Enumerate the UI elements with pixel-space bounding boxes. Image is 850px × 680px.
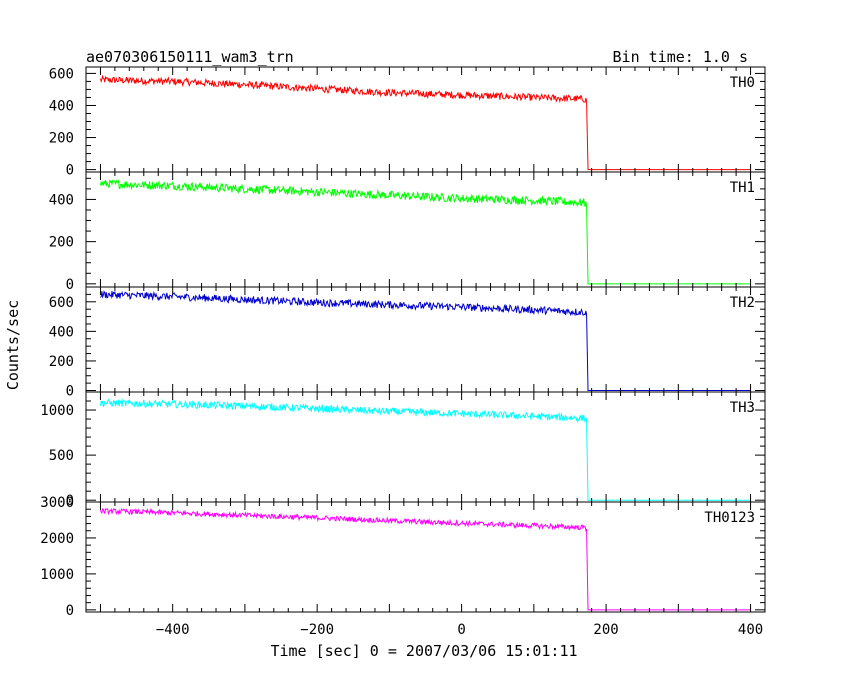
chart-title: ae070306150111_wam3_trn: [86, 48, 294, 66]
panel-th2: 0 200 400 600 TH2: [49, 286, 766, 400]
y-tick-label: 500: [49, 448, 74, 464]
series-line-th1: [99, 179, 751, 285]
y-tick-label: 0: [66, 277, 74, 293]
y-tick-label: 600: [49, 295, 74, 311]
series-line-th0123: [99, 507, 751, 611]
panel-frame: [85, 501, 766, 613]
panel-th3: 0 500 1000 TH3: [40, 391, 766, 509]
y-tick-label: 600: [49, 66, 74, 82]
y-tick-label: 1000: [40, 567, 74, 583]
y-tick-label: 2000: [40, 531, 74, 547]
panel-frame: [85, 66, 766, 173]
series-line-th3: [99, 398, 751, 501]
series-label-th0: TH0: [730, 75, 755, 91]
x-tick-label: 200: [593, 622, 618, 638]
y-tick-label: 0: [66, 163, 74, 179]
y-tick-label: 3000: [40, 495, 74, 511]
bin-time-label: Bin time: 1.0 s: [613, 48, 748, 66]
panel-frame: [85, 391, 766, 503]
y-tick-label: 200: [49, 131, 74, 147]
series-label-th0123: TH0123: [704, 510, 755, 526]
y-tick-label: 0: [66, 384, 74, 400]
panel-th1: 0 200 400 TH1: [49, 171, 766, 293]
series-label-th1: TH1: [730, 180, 755, 196]
y-axis-label: Counts/sec: [4, 300, 22, 390]
series-label-th2: TH2: [730, 295, 755, 311]
series-line-th0: [99, 74, 751, 171]
series-line-th2: [100, 290, 751, 392]
series-label-th3: TH3: [730, 400, 755, 416]
y-tick-label: 400: [49, 98, 74, 114]
x-tick-label: 400: [738, 622, 763, 638]
y-tick-label: 0: [66, 603, 74, 619]
y-tick-label: 400: [49, 192, 74, 208]
y-tick-label: 200: [49, 354, 74, 370]
panel-th0: 0 200 400 600 TH0: [49, 66, 766, 179]
y-tick-label: 1000: [40, 403, 74, 419]
x-tick-label: −200: [300, 622, 334, 638]
x-tick-label: −400: [156, 622, 190, 638]
y-tick-label: 400: [49, 324, 74, 340]
panel-th0123: 0 1000 2000 3000 TH0123: [40, 495, 766, 619]
x-tick-label: 0: [457, 622, 465, 638]
y-tick-label: 200: [49, 235, 74, 251]
panel-frame: [85, 286, 766, 393]
x-axis-label: Time [sec] 0 = 2007/03/06 15:01:11: [270, 642, 577, 660]
y-tick-label: 0: [66, 493, 74, 509]
